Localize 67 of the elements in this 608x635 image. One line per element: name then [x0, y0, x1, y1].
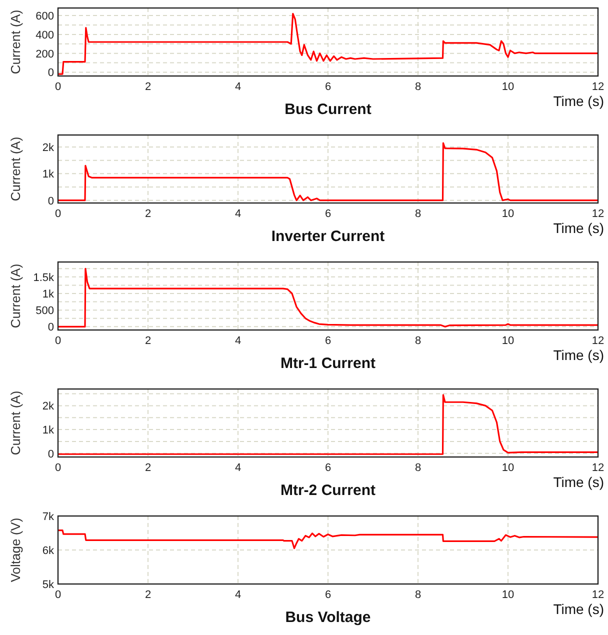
x-tick-label: 8: [414, 208, 422, 220]
y-tick-label: 1.5k: [33, 272, 54, 284]
y-tick-label: 500: [36, 305, 54, 318]
line-series: [57, 12, 599, 75]
x-tick-label: 12: [592, 462, 604, 474]
x-tick-label: 12: [592, 589, 604, 601]
line-series: [57, 268, 599, 328]
x-tick-label: 2: [144, 462, 152, 474]
x-axis-title: Time (s): [553, 220, 604, 236]
y-axis-title: Voltage (V): [8, 518, 23, 582]
y-tick-label: 6k: [42, 545, 54, 557]
x-axis-title: Time (s): [553, 347, 604, 363]
x-axis-title: Time (s): [553, 601, 604, 617]
y-tick-label: 5k: [42, 579, 54, 591]
x-tick-label: 4: [234, 462, 242, 474]
x-tick-label: 4: [234, 589, 242, 601]
x-tick-label: 4: [234, 208, 242, 220]
x-tick-label: 8: [414, 81, 422, 93]
y-tick-label: 1k: [42, 168, 54, 181]
x-tick-label: 10: [502, 81, 514, 93]
x-tick-label: 6: [324, 462, 332, 474]
x-tick-label: 12: [592, 81, 604, 93]
y-axis-title: Current (A): [8, 136, 23, 202]
y-tick-label: 0: [48, 322, 54, 334]
x-tick-label: 12: [592, 208, 604, 220]
y-tick-label: 1k: [42, 424, 54, 437]
line-series: [58, 529, 599, 550]
x-tick-label: 2: [144, 335, 152, 347]
x-tick-label: 6: [324, 589, 332, 601]
x-tick-label: 8: [414, 589, 422, 601]
text: Mtr-2 Current: [280, 482, 376, 499]
text: Bus Current: [284, 101, 372, 118]
y-tick-label: 7k: [42, 511, 54, 523]
y-axis-title: Current (A): [8, 264, 23, 328]
text: Mtr-1 Current: [280, 355, 376, 372]
text: Inverter Current: [271, 228, 385, 245]
x-tick-label: 10: [502, 462, 514, 474]
y-tick-label: 400: [36, 29, 54, 42]
y-tick-label: 0: [48, 195, 54, 208]
line-series: [57, 142, 599, 202]
y-axis-title: Current (A): [8, 390, 23, 456]
y-tick-label: 0: [48, 67, 54, 80]
x-tick-label: 2: [144, 589, 152, 601]
y-tick-label: 200: [36, 48, 54, 60]
x-axis-title: Time (s): [553, 93, 604, 109]
line-series: [57, 394, 599, 455]
x-tick-label: 12: [592, 335, 604, 347]
x-tick-label: 6: [324, 81, 332, 93]
x-tick-label: 2: [144, 81, 152, 93]
y-tick-label: 600: [36, 10, 54, 23]
x-tick-label: 10: [502, 335, 514, 347]
y-tick-label: 2k: [42, 142, 54, 154]
x-tick-label: 10: [502, 208, 514, 220]
x-tick-label: 8: [414, 335, 422, 347]
x-axis-title: Time (s): [553, 474, 604, 490]
x-tick-label: 6: [324, 335, 332, 347]
x-tick-label: 8: [414, 462, 422, 474]
x-tick-label: 4: [234, 335, 242, 347]
x-tick-label: 10: [502, 589, 514, 601]
y-tick-label: 0: [48, 448, 54, 460]
x-tick-label: 4: [234, 81, 242, 93]
text: Bus Voltage: [285, 609, 371, 626]
y-axis-title: Current (A): [8, 10, 23, 74]
y-tick-label: 2k: [42, 400, 54, 413]
y-tick-label: 1k: [42, 288, 54, 301]
x-tick-label: 6: [324, 208, 332, 220]
x-tick-label: 2: [144, 208, 152, 220]
